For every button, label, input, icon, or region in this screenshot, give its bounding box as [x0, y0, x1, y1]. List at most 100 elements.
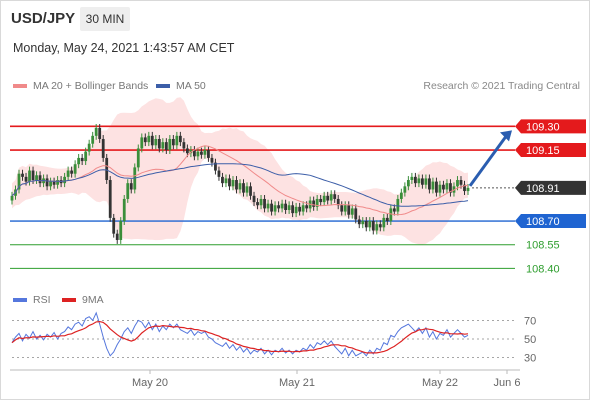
candle — [73, 164, 77, 174]
arrow-head-icon — [500, 130, 512, 142]
candle — [273, 205, 277, 212]
candle — [413, 176, 417, 184]
candle — [45, 178, 49, 187]
candle — [280, 203, 284, 209]
candle — [361, 221, 365, 225]
candle — [249, 186, 252, 196]
candle — [10, 195, 14, 201]
candle — [298, 206, 302, 212]
chart-header: USD/JPY 30 MIN — [0, 0, 590, 37]
legend-ma20: MA 20 + Bollinger Bands — [13, 80, 148, 92]
candle — [178, 135, 182, 143]
candle — [129, 183, 133, 190]
timeframe-button[interactable]: 30 MIN — [80, 7, 130, 31]
candle — [200, 151, 203, 155]
candle — [396, 198, 400, 212]
rsi-ma-line — [11, 320, 469, 354]
rsi-swatch-icon — [13, 298, 27, 302]
candle — [305, 205, 309, 209]
rsi-tick-label: 50 — [524, 334, 536, 346]
candle — [357, 219, 361, 225]
candle — [115, 233, 119, 240]
candle — [94, 127, 98, 136]
candle — [91, 135, 95, 144]
legend-rsi: RSI — [13, 294, 51, 306]
candle — [382, 217, 386, 228]
candle — [87, 143, 91, 152]
legend-ma50: MA 50 — [156, 80, 206, 92]
ma20-swatch-icon — [13, 84, 27, 88]
legend-rsi-label: RSI — [33, 294, 51, 306]
candle — [84, 151, 88, 162]
candle — [417, 178, 421, 184]
candle — [164, 142, 168, 151]
candle — [315, 198, 319, 207]
symbol-title: USD/JPY — [11, 10, 76, 27]
candle — [126, 183, 130, 199]
level-label: 109.30 — [526, 121, 560, 133]
candle — [150, 135, 154, 146]
candle — [322, 195, 326, 203]
level-label: 108.40 — [526, 263, 560, 275]
candle — [435, 181, 438, 193]
candle — [66, 170, 70, 177]
candle — [175, 135, 179, 146]
candle — [136, 148, 140, 168]
candle — [431, 181, 435, 190]
candle — [221, 176, 224, 184]
rsi-line — [11, 311, 469, 357]
candle — [168, 138, 172, 151]
level-tag-bg — [515, 214, 586, 229]
level-label: 108.70 — [526, 216, 560, 228]
candle — [63, 176, 67, 184]
level-tag-108.55: 108.55 — [526, 240, 560, 252]
bollinger-band — [12, 97, 468, 245]
copyright-text: Research © 2021 Trading Central — [423, 80, 580, 92]
candle — [182, 142, 186, 149]
candle — [378, 224, 382, 228]
candle — [231, 180, 235, 187]
level-label: 108.55 — [526, 240, 560, 252]
candle — [287, 205, 291, 210]
rsi-tick-label: 30 — [524, 353, 536, 365]
candle — [312, 200, 316, 207]
candle — [291, 205, 295, 214]
candle — [210, 157, 214, 163]
candle — [196, 151, 200, 157]
candle — [336, 198, 340, 206]
candle — [108, 180, 112, 218]
ma20-line — [11, 145, 469, 216]
level-tag-109.15: 109.15 — [515, 143, 586, 158]
candle — [456, 180, 459, 187]
candle — [143, 137, 147, 143]
level-tag-bg — [515, 143, 586, 158]
candle — [245, 186, 249, 193]
candle — [354, 208, 358, 220]
candle — [235, 180, 238, 190]
candle — [371, 221, 375, 231]
candle — [119, 221, 123, 240]
candle — [185, 148, 189, 154]
candle — [263, 198, 266, 209]
candle — [122, 198, 126, 222]
candle — [350, 208, 354, 215]
legend-ma50-label: MA 50 — [176, 80, 206, 92]
ma50-line — [11, 163, 469, 207]
candle — [449, 183, 452, 193]
candle — [193, 150, 196, 157]
candle — [463, 184, 466, 192]
candle — [385, 217, 389, 222]
candle — [406, 180, 410, 187]
candle — [438, 184, 442, 193]
candle — [24, 176, 28, 182]
candle — [375, 224, 379, 231]
candle — [38, 175, 42, 184]
candle — [154, 138, 158, 146]
candle — [49, 181, 52, 187]
candle — [347, 205, 351, 215]
candle — [98, 127, 102, 139]
rsi-tick-label: 70 — [524, 315, 536, 327]
candle — [284, 203, 287, 210]
x-tick-label: May 22 — [422, 377, 458, 389]
